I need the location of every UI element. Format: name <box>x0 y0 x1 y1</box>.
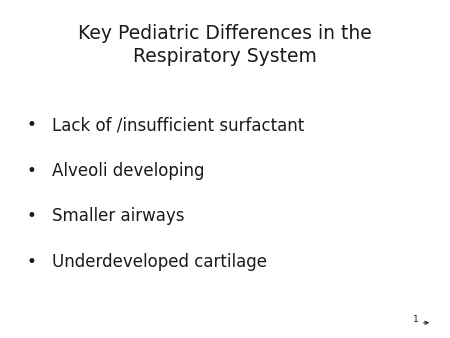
Text: Alveoli developing: Alveoli developing <box>52 162 204 180</box>
Text: Lack of /insufficient surfactant: Lack of /insufficient surfactant <box>52 116 304 134</box>
Text: •: • <box>27 253 36 271</box>
Text: Underdeveloped cartilage: Underdeveloped cartilage <box>52 253 267 271</box>
Text: •: • <box>27 116 36 134</box>
Text: Smaller airways: Smaller airways <box>52 207 184 225</box>
Text: •: • <box>27 162 36 180</box>
Text: •: • <box>27 207 36 225</box>
Text: Key Pediatric Differences in the
Respiratory System: Key Pediatric Differences in the Respira… <box>78 24 372 66</box>
Text: 1: 1 <box>413 315 419 324</box>
